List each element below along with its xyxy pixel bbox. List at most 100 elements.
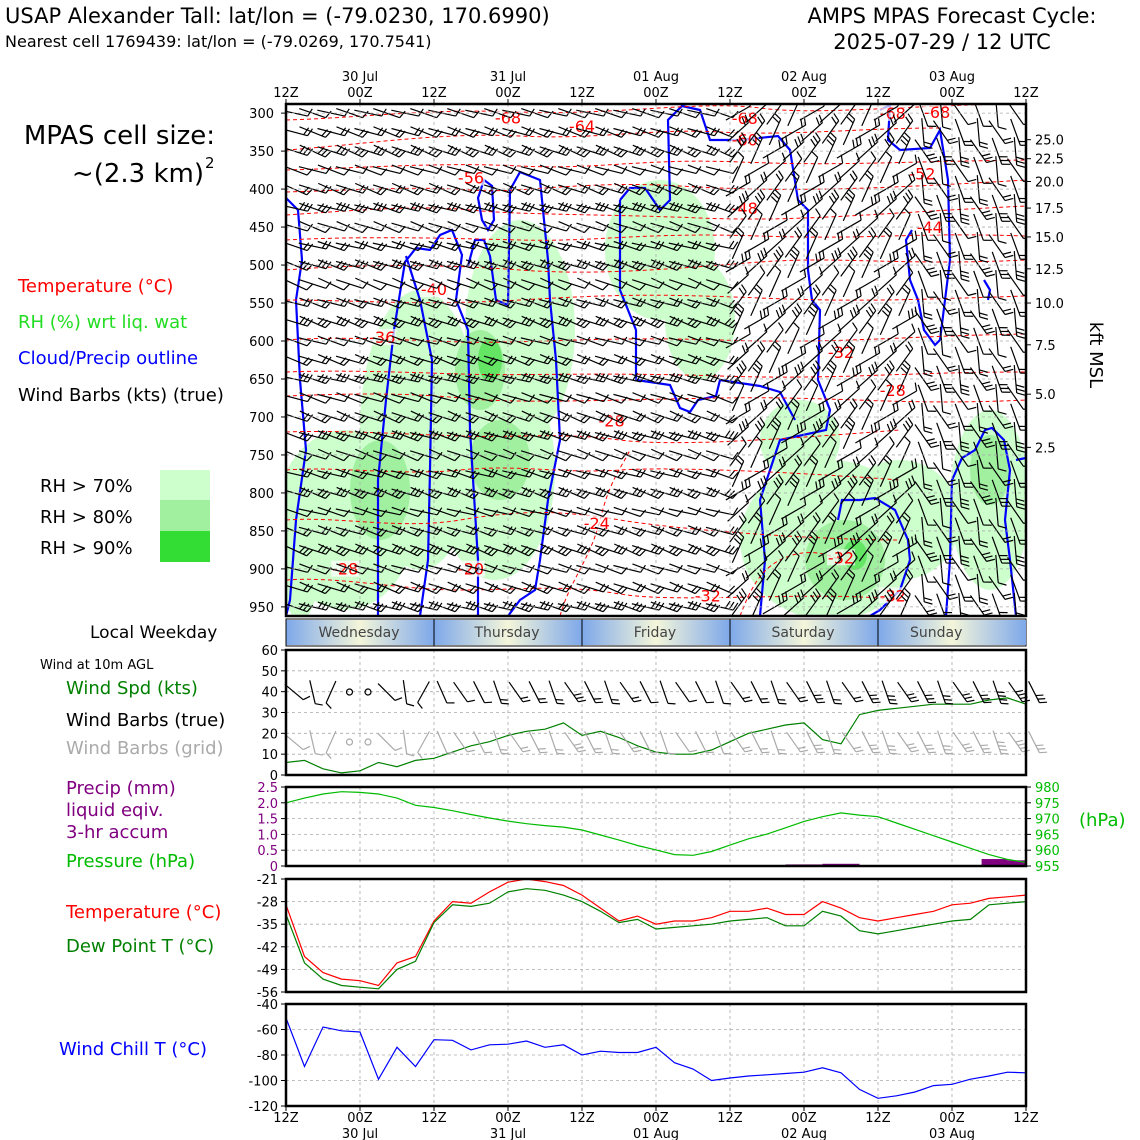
barb-feather (887, 745, 895, 747)
barb-shaft (557, 431, 586, 440)
barb-shaft (577, 543, 603, 557)
barb-feather (543, 526, 550, 534)
barb-shaft (1010, 289, 1021, 317)
barb-shaft (954, 232, 966, 260)
barb-feather (833, 569, 840, 577)
barb-feather (344, 394, 350, 402)
barb-shaft (650, 127, 678, 137)
barb-feather (732, 356, 739, 365)
barb-feather (336, 260, 343, 268)
wind-barb (744, 154, 770, 178)
barb-shaft (299, 202, 326, 214)
barb-feather (848, 416, 856, 424)
barb-feather (1035, 544, 1043, 548)
barb-shaft (613, 430, 641, 442)
barb-feather (811, 226, 819, 234)
barb-shaft (595, 202, 622, 214)
barb-feather (576, 203, 584, 211)
wind-barb (991, 194, 1011, 222)
barb-shaft (298, 355, 327, 365)
temperature-label: -28 (599, 412, 625, 431)
barb-feather (695, 261, 702, 270)
barb-feather (713, 318, 721, 327)
barb-feather (547, 451, 554, 460)
wind-barb (298, 336, 332, 345)
barb-shaft (914, 538, 932, 562)
barb-shaft (921, 118, 925, 147)
barb-shaft (484, 392, 511, 404)
barb-feather (942, 582, 952, 586)
barb-shaft (632, 563, 659, 575)
barb-feather (1002, 479, 1012, 483)
barb-feather (654, 148, 662, 156)
barb-shaft (1006, 104, 1025, 125)
barb-feather (413, 547, 421, 555)
barb-feather (380, 318, 388, 327)
barb-feather (303, 298, 310, 306)
barb-feather (800, 749, 808, 753)
barb-shaft (539, 506, 567, 518)
barb-feather (691, 355, 698, 364)
barb-feather (358, 240, 365, 249)
barb-feather (488, 202, 494, 211)
barb-feather (852, 367, 855, 377)
barb-feather (418, 564, 424, 573)
barb-feather (791, 537, 798, 546)
barb-feather (558, 372, 564, 381)
wind-barb (914, 367, 940, 392)
barb-feather (815, 588, 821, 596)
barb-feather (886, 195, 892, 205)
barb-feather (344, 128, 350, 137)
barb-feather (1042, 500, 1050, 507)
barb-feather (566, 128, 572, 137)
barb-shaft (594, 184, 623, 194)
wind-barb (466, 543, 499, 557)
barb-feather (829, 283, 837, 291)
barb-shaft (805, 384, 819, 412)
barb-feather (603, 128, 609, 137)
cell-size-line2: ~(2.3 km) (72, 159, 204, 189)
wind-barb (969, 538, 995, 562)
barb-shaft (576, 259, 604, 271)
barb-shaft (750, 681, 763, 703)
wind-barb (921, 402, 933, 434)
wind-barb (768, 416, 782, 449)
barb-feather (377, 373, 383, 382)
barb-feather (340, 468, 346, 477)
barb-feather (306, 148, 314, 156)
wind-barb (317, 240, 351, 252)
barb-feather (733, 538, 741, 545)
barb-feather (812, 195, 818, 205)
barb-feather (927, 353, 937, 355)
barb-shaft (391, 259, 419, 271)
barb-feather (797, 516, 802, 525)
barb-shaft (613, 525, 641, 537)
barb-feather (982, 748, 990, 750)
barb-feather (302, 242, 310, 250)
barb-feather (728, 545, 735, 554)
barb-feather (826, 139, 834, 147)
barb-feather (395, 260, 402, 268)
barb-feather (639, 243, 647, 251)
barb-shaft (781, 124, 806, 140)
barb-feather (321, 526, 328, 534)
barb-feather (343, 318, 351, 327)
barb-shaft (917, 270, 929, 298)
barb-shaft (557, 545, 586, 555)
barb-shaft (299, 126, 326, 138)
weekday-strip: Wednesday Thursday Friday Saturday Sunday (285, 618, 1027, 647)
barb-feather (395, 470, 402, 478)
barb-shaft (539, 164, 567, 176)
wind-barb (373, 221, 406, 234)
barb-feather (617, 601, 624, 610)
wind-barb (951, 500, 977, 524)
barb-feather (736, 138, 743, 147)
pressure-tick-label: 900 (249, 563, 274, 578)
wind-barb (410, 221, 443, 234)
top-hour-label: 12Z (569, 86, 595, 101)
barb-shaft (836, 143, 862, 159)
barb-feather (509, 416, 517, 424)
barb-feather (380, 188, 388, 196)
barb-feather (451, 202, 457, 211)
barb-shaft (1013, 137, 1018, 166)
